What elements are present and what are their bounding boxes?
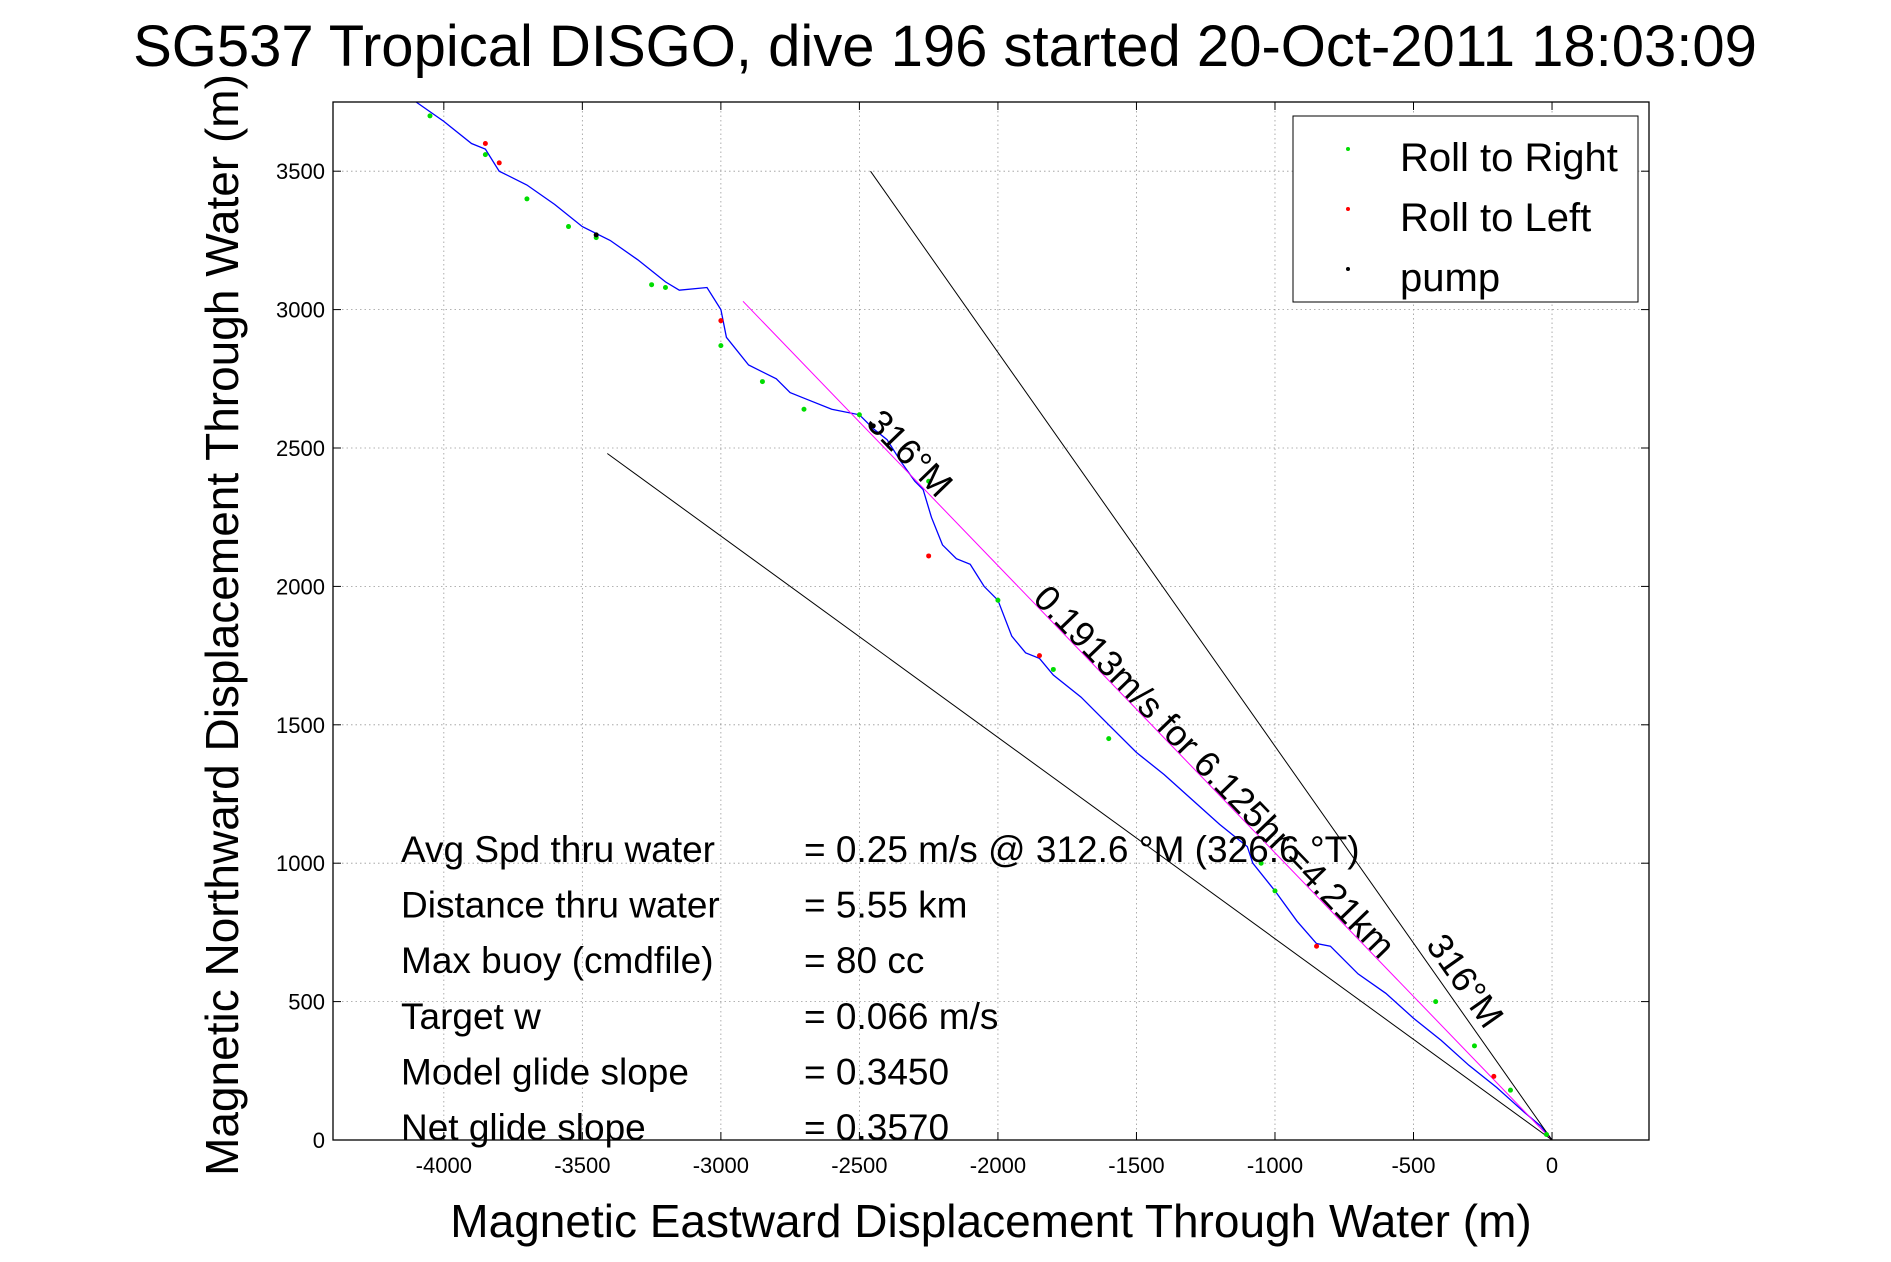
roll-markers (427, 113, 1549, 1137)
series-line-0 (415, 101, 1553, 1141)
roll-right-point (1543, 1131, 1549, 1137)
roll-left-point (482, 141, 488, 147)
y-tick-label: 3000 (276, 298, 325, 323)
y-tick-label: 2500 (276, 436, 325, 461)
y-tick-label: 0 (313, 1128, 325, 1153)
legend-marker (1346, 147, 1350, 151)
roll-left-point (1491, 1073, 1497, 1079)
x-tick-label: -3000 (693, 1153, 749, 1178)
y-axis-label: Magnetic Northward Displacement Through … (196, 74, 248, 1176)
roll-right-point (662, 284, 668, 290)
stats-block: Avg Spd thru water = 0.25 m/s @ 312.6 °M … (401, 829, 1360, 1148)
roll-right-point (1258, 860, 1264, 866)
roll-left-point (1314, 943, 1320, 949)
stat-label: Model glide slope (401, 1051, 689, 1092)
pump-point (870, 423, 876, 429)
roll-right-point (1050, 666, 1056, 672)
roll-left-point (496, 160, 502, 166)
stat-label: Max buoy (cmdfile) (401, 940, 714, 981)
roll-right-point (1272, 888, 1278, 894)
stat-value: = 80 cc (804, 940, 924, 981)
legend-label: pump (1400, 256, 1500, 300)
legend: Roll to Right Roll to Left pump (1292, 115, 1639, 303)
x-tick-label: 0 (1546, 1153, 1558, 1178)
stat-value: = 0.3570 (804, 1107, 949, 1148)
roll-right-point (995, 597, 1001, 603)
roll-right-point (649, 282, 655, 288)
stat-label: Avg Spd thru water (401, 829, 715, 870)
x-tick-label: -500 (1391, 1153, 1435, 1178)
pump-point (593, 232, 599, 238)
roll-right-point (718, 343, 724, 349)
series-lines (415, 101, 1553, 1141)
roll-right-point (1433, 999, 1439, 1005)
chart-title: SG537 Tropical DISGO, dive 196 started 2… (133, 14, 1757, 79)
legend-marker (1346, 267, 1350, 271)
y-tick-label: 1000 (276, 851, 325, 876)
plot-frame (332, 101, 1650, 1141)
axis-ticks: -4000 -3500 -3000 -2500 -2000 -1500 -1000 -500 0… (276, 102, 1649, 1178)
stat-label: Distance thru water (401, 885, 720, 926)
legend-label: Roll to Left (1400, 196, 1591, 240)
x-tick-label: -1500 (1108, 1153, 1164, 1178)
roll-right-point (427, 113, 433, 119)
legend-box (1292, 115, 1639, 303)
x-tick-label: -2000 (970, 1153, 1026, 1178)
legend-marker (1346, 207, 1350, 211)
legend-label: Roll to Right (1400, 136, 1618, 180)
roll-left-point (926, 553, 932, 559)
stat-value: = 5.55 km (804, 885, 968, 926)
y-tick-label: 500 (288, 990, 325, 1015)
stat-label: Net glide slope (401, 1107, 646, 1148)
stat-label: Target w (401, 996, 541, 1037)
x-tick-label: -3500 (554, 1153, 610, 1178)
roll-right-point (524, 196, 530, 202)
roll-right-point (565, 224, 571, 230)
series-line-1 (742, 300, 1553, 1141)
x-tick-label: -4000 (416, 1153, 472, 1178)
x-tick-label: -2500 (831, 1153, 887, 1178)
roll-right-point (1106, 736, 1112, 742)
roll-right-point (1471, 1043, 1477, 1049)
roll-right-point (926, 478, 932, 484)
x-tick-label: -1000 (1247, 1153, 1303, 1178)
x-axis-label: Magnetic Eastward Displacement Through W… (450, 1195, 1531, 1247)
roll-right-point (482, 152, 488, 158)
y-tick-label: 3500 (276, 159, 325, 184)
series-line-2 (870, 170, 1553, 1141)
roll-left-point (1036, 653, 1042, 659)
y-tick-label: 1500 (276, 713, 325, 738)
roll-right-point (801, 406, 807, 412)
roll-left-point (718, 318, 724, 324)
stat-value: = 0.3450 (804, 1051, 949, 1092)
y-tick-label: 2000 (276, 574, 325, 599)
series-line-3 (607, 453, 1553, 1141)
stat-value: = 0.066 m/s (804, 996, 998, 1037)
stat-value: = 0.25 m/s @ 312.6 °M (326.6 °T) (804, 829, 1360, 870)
roll-right-point (856, 412, 862, 418)
roll-right-point (1507, 1087, 1513, 1093)
roll-right-point (759, 379, 765, 385)
